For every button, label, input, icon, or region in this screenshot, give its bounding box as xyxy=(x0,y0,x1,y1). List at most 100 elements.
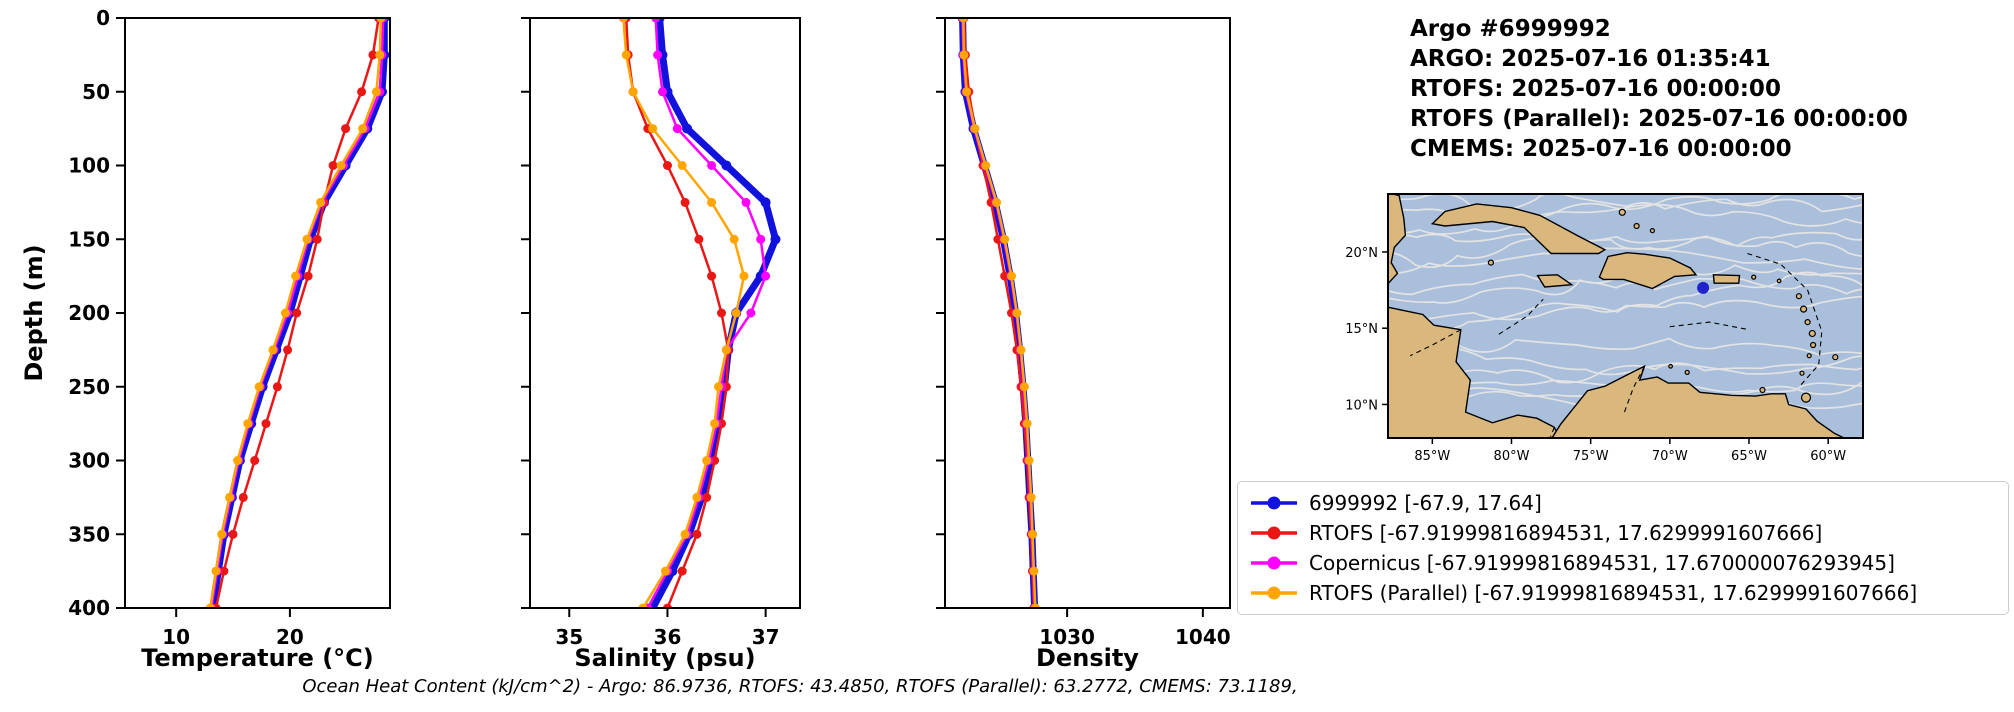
series-marker-rtofs-parallel xyxy=(225,492,235,502)
x-axis-title: Salinity (psu) xyxy=(574,644,755,672)
y-tick-label: 300 xyxy=(68,449,110,473)
series-marker-rtofs-parallel xyxy=(358,124,368,134)
series-marker-rtofs-parallel xyxy=(710,419,720,429)
title-block: Argo #6999992 ARGO: 2025-07-16 01:35:41 RT… xyxy=(1410,14,1908,164)
map-land xyxy=(1551,364,1846,438)
x-tick-label: 1040 xyxy=(1175,625,1231,649)
series-marker-rtofs xyxy=(702,492,712,502)
series-marker-rtofs xyxy=(312,234,322,244)
map-island xyxy=(1649,227,1655,234)
map-x-tick-label: 75°W xyxy=(1573,449,1609,464)
series-marker-rtofs-parallel xyxy=(1024,456,1034,465)
map-land xyxy=(1388,194,1407,285)
map-island xyxy=(1776,278,1782,284)
series-marker-rtofs-parallel xyxy=(680,529,690,539)
series-marker-rtofs-parallel xyxy=(1016,345,1026,355)
series-line-argo xyxy=(649,18,779,608)
x-tick-label: 1030 xyxy=(1039,625,1095,649)
y-axis-title: Depth (m) xyxy=(20,244,48,381)
map-island xyxy=(1487,259,1494,266)
series-line-rtofs xyxy=(962,18,1036,608)
series-marker-rtofs xyxy=(261,419,271,429)
series-marker-rtofs-parallel xyxy=(371,87,381,97)
density-chart: 1030 1040 Density xyxy=(936,17,1231,672)
title-line: RTOFS (Parallel): 2025-07-16 00:00:00 xyxy=(1410,106,1908,132)
series-marker-rtofs-parallel xyxy=(302,234,312,244)
series-marker-rtofs-parallel xyxy=(992,197,1002,207)
series-marker-rtofs xyxy=(707,271,717,281)
map-y-tick-label: 15°N xyxy=(1345,322,1378,337)
series-marker-argo xyxy=(682,123,693,134)
series-marker-rtofs-parallel xyxy=(714,382,723,392)
map-x-tick-label: 80°W xyxy=(1494,449,1530,464)
series-marker-rtofs-parallel xyxy=(628,87,638,97)
map-island xyxy=(1618,208,1626,216)
streamline xyxy=(1388,295,1863,322)
map-island xyxy=(1810,341,1817,349)
y-tick-label: 250 xyxy=(68,375,110,399)
series-marker-rtofs xyxy=(250,456,260,465)
temperature-chart: 10 20050100150200250300350400Temperature … xyxy=(68,6,391,672)
map-x-tick-label: 65°W xyxy=(1731,449,1767,464)
map-island xyxy=(1668,363,1674,369)
series-marker-rtofs-parallel xyxy=(1019,382,1029,392)
series-marker-rtofs-parallel xyxy=(217,529,227,539)
series-marker-rtofs xyxy=(357,87,367,97)
series-marker-rtofs xyxy=(283,345,293,355)
legend-item: 6999992 [-67.9, 17.64] xyxy=(1248,491,1998,515)
map-island xyxy=(1633,222,1640,230)
streamline xyxy=(1388,194,1863,213)
series-line-argo xyxy=(959,18,1039,608)
series-marker-copernicus xyxy=(651,18,661,23)
series-marker-copernicus xyxy=(672,124,682,134)
map-island xyxy=(1795,293,1802,300)
series-marker-argo xyxy=(770,234,781,245)
series-marker-rtofs-parallel xyxy=(375,50,385,60)
y-tick-label: 350 xyxy=(68,522,110,546)
series-marker-rtofs-parallel xyxy=(1022,419,1032,429)
series-marker-rtofs-parallel xyxy=(233,456,243,465)
map-island xyxy=(1799,370,1805,376)
series-marker-rtofs-parallel xyxy=(638,603,648,608)
legend-label: RTOFS (Parallel) [-67.91999816894531, 17… xyxy=(1309,581,1918,605)
map-island xyxy=(1804,319,1811,326)
x-axis-title: Temperature (°C) xyxy=(141,644,374,672)
series-marker-copernicus xyxy=(658,87,667,97)
legend-item: RTOFS [-67.91999816894531, 17.6299991607… xyxy=(1248,521,1998,545)
map-land xyxy=(1598,251,1698,290)
legend-marker-icon xyxy=(1251,526,1297,540)
series-marker-rtofs xyxy=(717,308,726,318)
series-line-rtofs-parallel xyxy=(962,18,1037,608)
x-tick-label: 20 xyxy=(276,625,304,649)
legend-marker-icon xyxy=(1251,496,1297,510)
profile-charts: 10 20050100150200250300350400Temperature … xyxy=(20,6,1231,672)
legend-label: RTOFS [-67.91999816894531, 17.6299991607… xyxy=(1309,521,1823,545)
series-marker-copernicus xyxy=(741,197,751,207)
float-position-marker xyxy=(1697,281,1710,294)
series-marker-copernicus xyxy=(653,50,663,60)
series-marker-rtofs-parallel xyxy=(692,492,702,502)
ohc-caption: Ocean Heat Content (kJ/cm^2) - Argo: 86.… xyxy=(302,676,1298,697)
map-boundary-dashed xyxy=(1747,252,1823,387)
map-island xyxy=(1759,386,1766,394)
series-marker-rtofs-parallel xyxy=(1000,234,1010,244)
series-marker-rtofs-parallel xyxy=(1030,603,1040,608)
series-marker-rtofs-parallel xyxy=(211,566,221,576)
map-boundary-dashed xyxy=(1498,298,1544,335)
y-tick-label: 200 xyxy=(68,301,110,325)
series-marker-rtofs-parallel xyxy=(205,603,215,608)
series-marker-rtofs-parallel xyxy=(958,18,968,23)
series-marker-rtofs xyxy=(663,603,672,608)
map-land xyxy=(1536,274,1574,288)
series-marker-rtofs-parallel xyxy=(1012,308,1022,318)
x-tick-label: 36 xyxy=(654,625,682,649)
map-island xyxy=(1808,329,1816,338)
series-marker-rtofs-parallel xyxy=(661,566,670,576)
series-marker-rtofs xyxy=(292,308,302,318)
map-island xyxy=(1832,354,1839,361)
legend: 6999992 [-67.9, 17.64] RTOFS [-67.9199981… xyxy=(1237,481,2009,615)
series-marker-rtofs-parallel xyxy=(739,271,749,281)
series-marker-rtofs xyxy=(272,382,282,392)
series-marker-rtofs xyxy=(303,271,313,281)
